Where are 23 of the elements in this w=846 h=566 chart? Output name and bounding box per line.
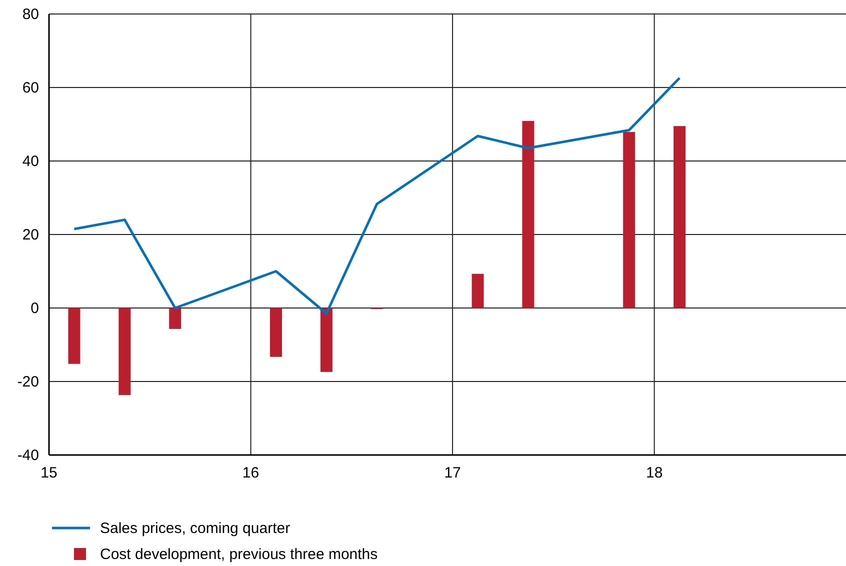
bar — [623, 132, 636, 308]
y-tick-label: 40 — [22, 152, 39, 170]
bar — [320, 308, 332, 372]
x-tick-label: 18 — [646, 464, 663, 482]
y-tick-label: -20 — [17, 373, 39, 390]
bar — [118, 308, 131, 396]
x-tick-label: 16 — [242, 464, 260, 482]
x-tick-label: 17 — [444, 464, 461, 482]
x-tick-label: 15 — [40, 464, 58, 482]
line-series — [72, 76, 681, 315]
y-tick-label: 60 — [22, 79, 39, 96]
y-tick-label: 80 — [22, 6, 39, 23]
bar — [472, 274, 484, 308]
bar — [522, 120, 534, 308]
bar — [270, 308, 282, 357]
bar — [169, 308, 182, 329]
y-tick-label: 20 — [22, 226, 39, 244]
y-tick-label: -40 — [17, 446, 39, 464]
bar — [674, 126, 686, 308]
legend-label: Sales prices, coming quarter — [100, 520, 290, 537]
bar — [68, 308, 80, 364]
y-tick-label: 0 — [30, 300, 39, 317]
legend-label: Cost development, previous three months — [100, 546, 378, 563]
